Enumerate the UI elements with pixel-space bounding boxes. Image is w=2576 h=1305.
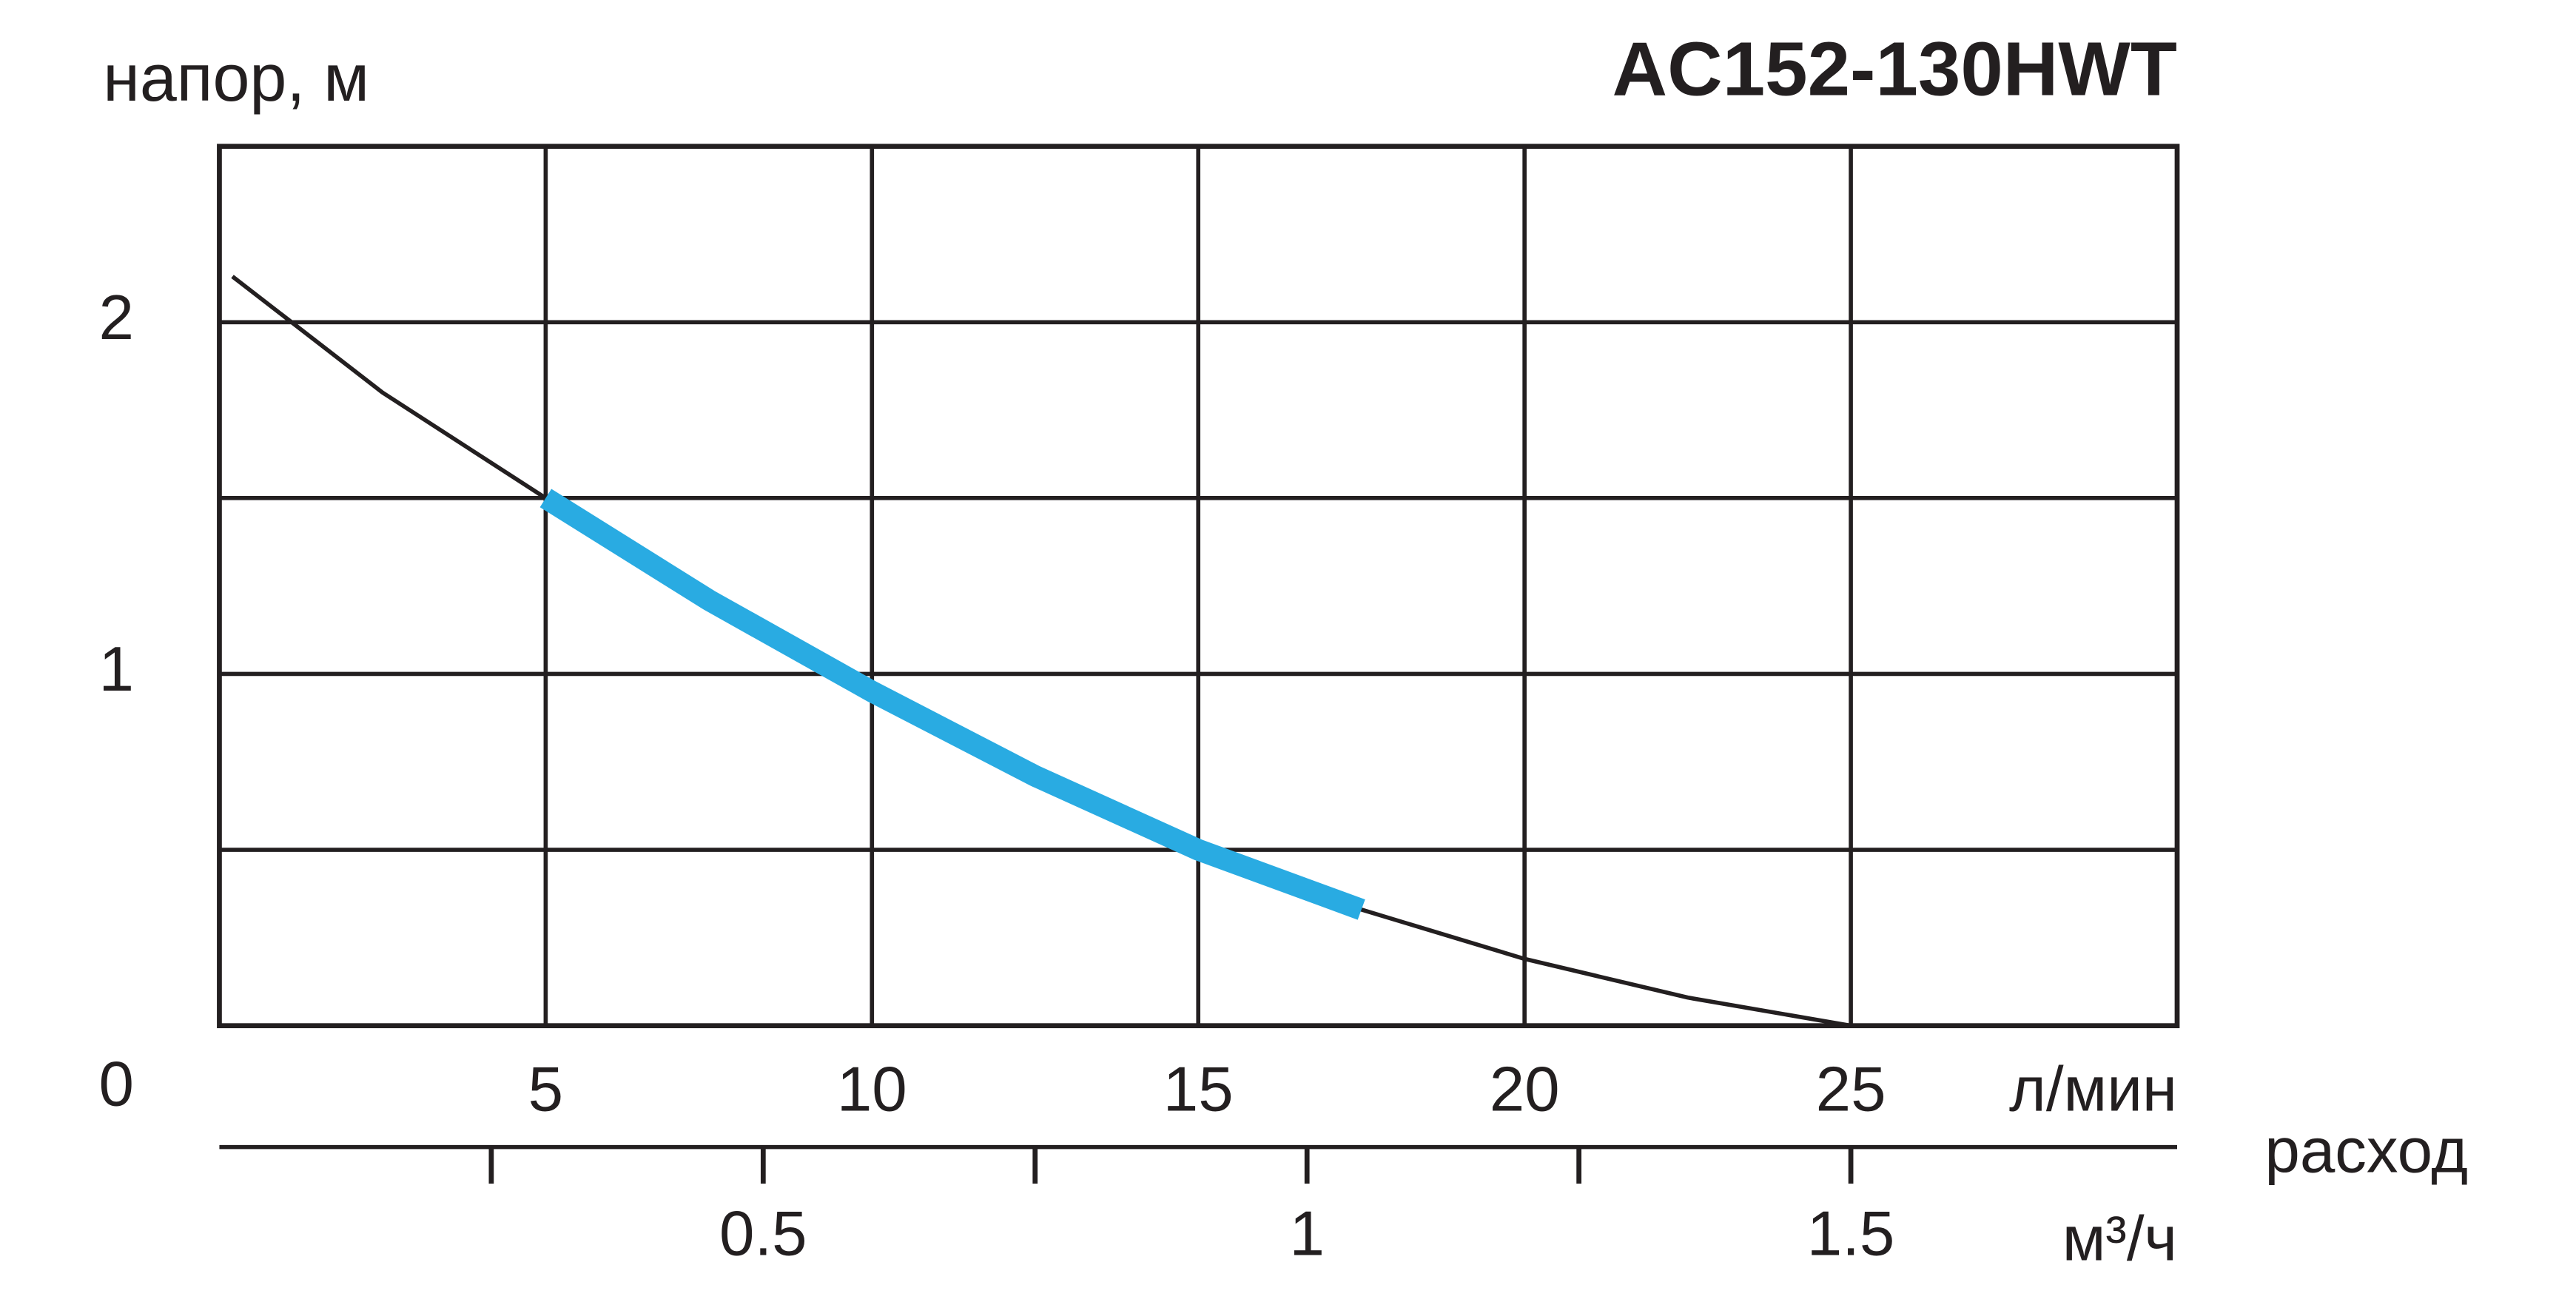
x2-unit: м³/ч [2062, 1204, 2177, 1274]
x-tick-label: 5 [528, 1054, 563, 1124]
x-unit: л/мин [2009, 1054, 2177, 1124]
y-tick-label: 0 [98, 1050, 133, 1120]
x-tick-label: 25 [1816, 1054, 1886, 1124]
chart-title: AC152-130HWT [1612, 25, 2177, 111]
x-axis-label: расход [2264, 1116, 2468, 1186]
x-tick-label: 15 [1163, 1054, 1234, 1124]
y-tick-label: 1 [98, 634, 133, 705]
x2-tick-label: 1 [1289, 1199, 1324, 1269]
data-line [539, 489, 1365, 920]
y-tick-label: 2 [98, 283, 133, 353]
x2-tick-label: 1.5 [1807, 1199, 1895, 1269]
y-axis-label: напор, м [103, 41, 369, 115]
x-tick-label: 10 [837, 1054, 907, 1124]
x2-tick-label: 0.5 [719, 1199, 807, 1269]
x-tick-label: 20 [1490, 1054, 1560, 1124]
data-line [231, 275, 1852, 1028]
